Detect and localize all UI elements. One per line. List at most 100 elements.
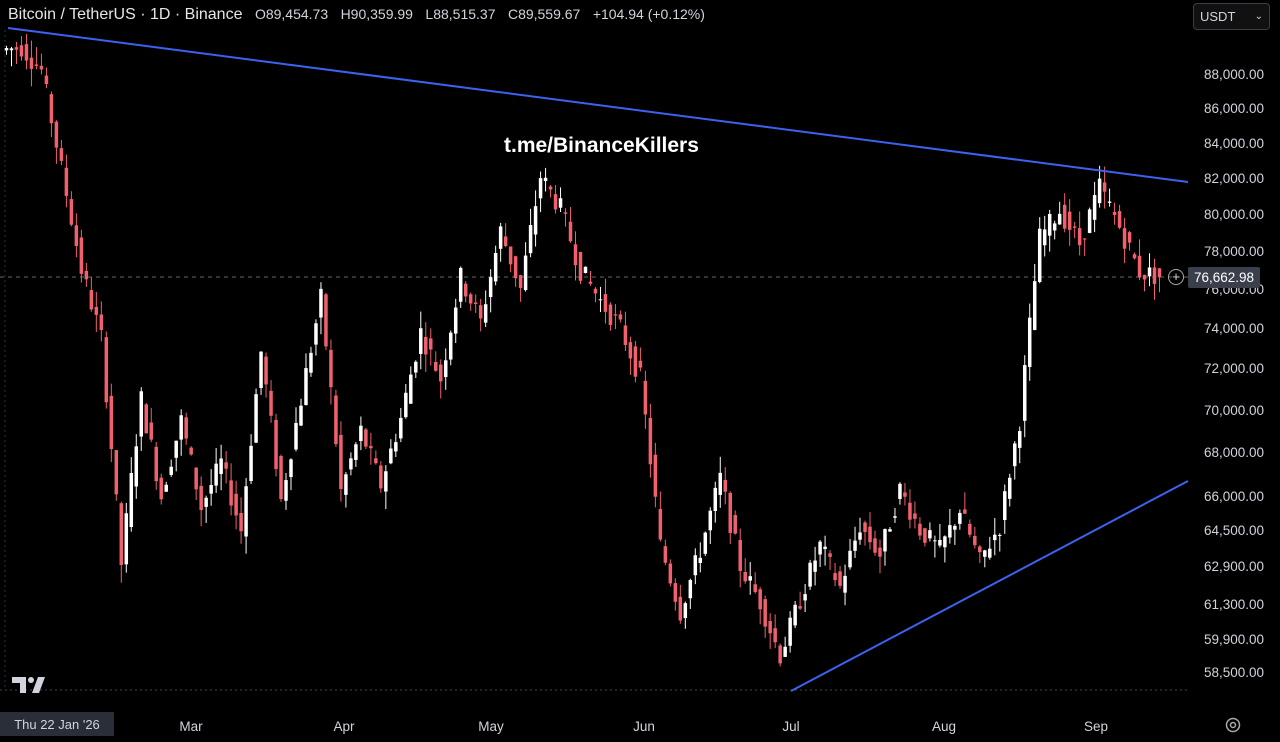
candle-body bbox=[883, 529, 887, 552]
candle-body bbox=[414, 361, 418, 373]
candle-body bbox=[1147, 267, 1152, 277]
candle-body bbox=[379, 465, 383, 489]
candle-body bbox=[593, 288, 598, 294]
candle-body bbox=[1032, 281, 1037, 330]
candle-body bbox=[1142, 274, 1147, 280]
candle-body bbox=[578, 252, 583, 281]
candle-body bbox=[808, 562, 812, 587]
gear-icon[interactable] bbox=[1224, 716, 1242, 739]
candle-body bbox=[673, 583, 678, 602]
candle-body bbox=[683, 603, 688, 619]
y-tick-label: 78,000.00 bbox=[1204, 244, 1264, 259]
candle-body bbox=[713, 487, 718, 511]
candle-body bbox=[618, 314, 623, 320]
candle-body bbox=[643, 380, 648, 415]
candle-body bbox=[958, 512, 962, 524]
y-tick-label: 68,000.00 bbox=[1204, 445, 1264, 460]
candle-body bbox=[64, 167, 69, 196]
tradingview-logo-icon[interactable] bbox=[12, 677, 46, 698]
chevron-down-icon: ⌄ bbox=[1254, 11, 1263, 22]
candle-body bbox=[294, 423, 298, 450]
candle-body bbox=[858, 532, 862, 540]
candle-body bbox=[254, 394, 258, 443]
y-tick-label: 59,900.00 bbox=[1204, 632, 1264, 647]
candle-body bbox=[54, 121, 59, 148]
candle-body bbox=[1017, 431, 1022, 448]
candle-body bbox=[229, 480, 233, 506]
candle-body bbox=[718, 472, 723, 495]
ohlc-open: O89,454.73 bbox=[254, 6, 329, 22]
candle-body bbox=[224, 462, 228, 469]
candle-body bbox=[424, 336, 428, 355]
ohlc-change: +104.94 (+0.12%) bbox=[592, 6, 705, 22]
candle-body bbox=[1067, 211, 1072, 230]
candle-body bbox=[668, 563, 673, 584]
candle-body bbox=[468, 294, 473, 304]
candle-body bbox=[853, 540, 857, 551]
candle-body bbox=[94, 306, 99, 315]
candle-body bbox=[438, 364, 443, 382]
candle-body bbox=[568, 221, 573, 242]
y-tick-label: 58,500.00 bbox=[1204, 665, 1264, 680]
candle-body bbox=[1152, 267, 1157, 284]
candle-body bbox=[483, 304, 488, 323]
candle-body bbox=[848, 550, 852, 568]
symbol-title[interactable]: Bitcoin / TetherUS · 1D · Binance bbox=[8, 6, 243, 23]
candle-body bbox=[798, 606, 802, 609]
candle-body bbox=[993, 534, 997, 541]
currency-dropdown[interactable]: USDT ⌄ bbox=[1193, 3, 1270, 30]
candle-body bbox=[1022, 365, 1027, 421]
candle-body bbox=[1117, 211, 1122, 228]
plus-circle-icon[interactable]: + bbox=[1168, 269, 1184, 285]
candle-body bbox=[658, 509, 663, 540]
candle-body bbox=[918, 523, 922, 536]
candle-body bbox=[443, 360, 448, 378]
candle-body bbox=[314, 323, 318, 345]
candle-body bbox=[788, 617, 792, 646]
candle-body bbox=[434, 361, 438, 371]
candle-body bbox=[134, 446, 139, 487]
candle-body bbox=[74, 225, 79, 246]
candle-body bbox=[279, 456, 283, 500]
candle-body bbox=[1102, 182, 1107, 192]
candle-body bbox=[219, 458, 223, 475]
candle-body bbox=[404, 392, 408, 418]
candle-body bbox=[149, 422, 153, 440]
candle-body bbox=[458, 267, 463, 302]
candle-body bbox=[234, 493, 238, 516]
candle-body bbox=[513, 256, 518, 279]
candle-body bbox=[399, 417, 403, 439]
candle-body bbox=[473, 302, 478, 304]
candle-body bbox=[863, 522, 867, 533]
x-axis: Mar Apr May Jun Jul Aug Sep bbox=[179, 719, 1108, 734]
candle-body bbox=[648, 418, 653, 465]
candle-body bbox=[843, 575, 847, 593]
candle-body bbox=[194, 467, 198, 490]
candle-body bbox=[763, 599, 767, 627]
currency-value: USDT bbox=[1200, 9, 1236, 24]
candle-body bbox=[349, 458, 353, 470]
upper-trendline bbox=[7, 27, 1189, 183]
candle-body bbox=[1127, 232, 1132, 243]
candle-body bbox=[598, 299, 603, 301]
candle-body bbox=[1097, 178, 1102, 204]
candle-body bbox=[1077, 228, 1082, 246]
candle-body bbox=[129, 473, 134, 528]
candle-body bbox=[154, 446, 158, 482]
candle-body bbox=[159, 477, 163, 500]
candle-body bbox=[453, 307, 458, 334]
candle-body bbox=[753, 584, 757, 592]
candle-body bbox=[1132, 254, 1137, 259]
candle-body bbox=[633, 346, 638, 377]
candle-body bbox=[429, 338, 433, 350]
y-tick-label: 74,000.00 bbox=[1204, 321, 1264, 336]
candle-body bbox=[119, 503, 124, 566]
candle-body bbox=[518, 275, 523, 288]
candle-body bbox=[583, 266, 588, 274]
candle-body bbox=[214, 463, 218, 486]
candle-body bbox=[928, 530, 932, 539]
candle-body bbox=[563, 212, 568, 214]
candle-body bbox=[653, 454, 658, 497]
y-tick-label: 72,000.00 bbox=[1204, 361, 1264, 376]
